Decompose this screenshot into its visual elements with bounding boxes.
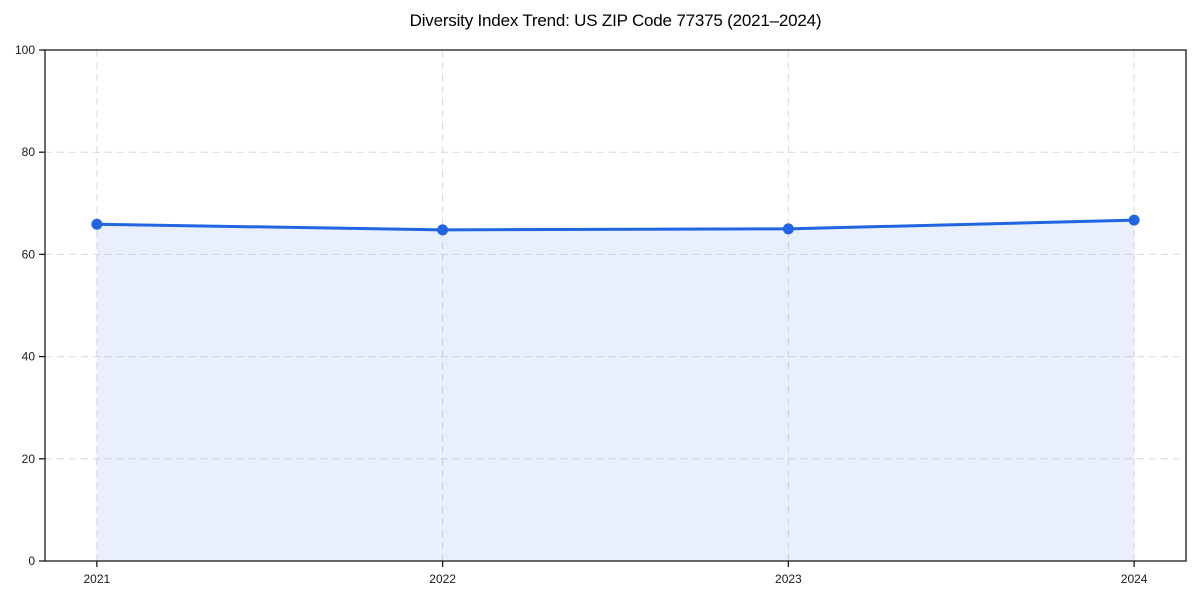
x-tick-label: 2022 [429, 572, 456, 586]
y-tick-label: 80 [22, 145, 36, 159]
y-tick-label: 20 [22, 452, 36, 466]
plot-border [44, 49, 1187, 562]
y-tick-label: 40 [22, 350, 36, 364]
chart-title: Diversity Index Trend: US ZIP Code 77375… [409, 11, 822, 30]
x-tick-label: 2024 [1121, 572, 1148, 586]
y-tick-label: 100 [15, 43, 35, 57]
area-fill [96, 220, 1135, 561]
y-tick-label: 60 [22, 247, 36, 261]
x-tick-label: 2023 [775, 572, 802, 586]
trend-line [95, 218, 1136, 232]
data-point [437, 224, 449, 236]
data-point [91, 218, 103, 230]
x-tick-label: 2021 [84, 572, 111, 586]
data-point [782, 223, 794, 235]
data-point [1128, 214, 1140, 226]
y-tick-label: 0 [28, 554, 35, 568]
